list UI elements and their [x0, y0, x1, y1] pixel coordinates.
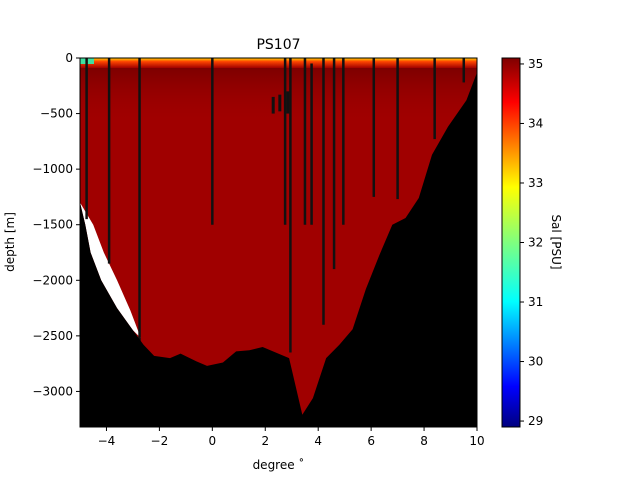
y-tick-label-5: −2500 [32, 329, 73, 343]
x-axis: −4 −2 0 2 4 6 8 10 [98, 427, 485, 448]
colorbar-tick-label-0: 29 [528, 414, 543, 428]
missing-data-wedge [80, 202, 141, 339]
x-tick-label-7: 10 [469, 434, 484, 448]
x-tick-label-6: 8 [420, 434, 428, 448]
y-tick-label-6: −3000 [32, 384, 73, 398]
y-tick-label-0: 0 [65, 51, 73, 65]
colorbar [501, 57, 521, 428]
y-tick-label-3: −1500 [32, 218, 73, 232]
colorbar-tick-label-2: 31 [528, 295, 543, 309]
y-tick-label-2: −1000 [32, 162, 73, 176]
x-tick-label-1: −2 [151, 434, 169, 448]
x-tick-label-5: 6 [367, 434, 375, 448]
x-axis-label: degree ˚ [253, 457, 305, 472]
x-tick-label-2: 0 [209, 434, 217, 448]
y-axis-label: depth [m] [3, 212, 17, 272]
x-tick-label-0: −4 [98, 434, 116, 448]
x-tick-label-4: 4 [314, 434, 322, 448]
surface-layer [80, 58, 477, 69]
x-tick-label-3: 2 [261, 434, 269, 448]
colorbar-tick-label-5: 34 [528, 116, 543, 130]
y-tick-label-4: −2000 [32, 273, 73, 287]
colorbar-tick-label-4: 33 [528, 176, 543, 190]
colorbar-axis: 29 30 31 32 33 34 35 [520, 57, 543, 428]
chart-title: PS107 [256, 37, 300, 53]
seabed-bathymetry [80, 72, 477, 427]
colorbar-label: Sal [PSU] [549, 214, 563, 269]
plot-area [80, 58, 477, 427]
plot-frame [79, 57, 478, 428]
colorbar-tick-label-6: 35 [528, 57, 543, 71]
y-axis: 0 −500 −1000 −1500 −2000 −2500 −3000 [32, 51, 80, 398]
colorbar-tick-label-3: 32 [528, 236, 543, 250]
colorbar-tick-label-1: 30 [528, 355, 543, 369]
y-tick-label-1: −500 [40, 107, 73, 121]
